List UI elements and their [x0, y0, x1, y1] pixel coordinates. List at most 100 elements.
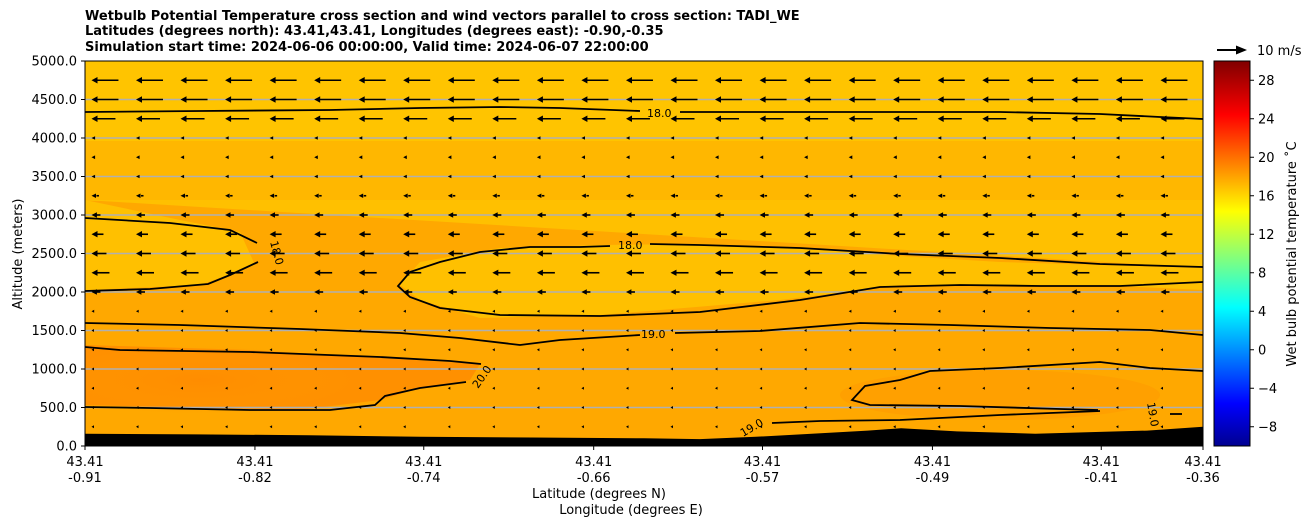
contour-label-18-mid: 18.0 [618, 239, 643, 252]
wind-vector [626, 231, 638, 238]
wind-vector [447, 155, 452, 160]
wind-vector [1115, 250, 1131, 257]
wind-vector [581, 348, 584, 352]
wind-vector [180, 136, 185, 140]
wind-key: 10 m/s [1217, 44, 1302, 59]
wind-vector [269, 309, 273, 313]
wind-vector [180, 348, 183, 352]
wind-vector [893, 250, 909, 257]
wind-vector [759, 348, 763, 352]
wind-vector [759, 269, 778, 276]
wind-vector [759, 96, 787, 103]
wind-vector [1026, 425, 1030, 429]
wind-vector [536, 406, 540, 409]
wind-vector [1115, 329, 1119, 332]
wind-vector [1115, 406, 1119, 409]
wind-vector [759, 406, 763, 409]
wind-vector [269, 289, 279, 295]
wind-vector [447, 231, 460, 238]
wind-vector [536, 212, 546, 218]
wind-vector [982, 367, 985, 371]
wind-vector [1071, 348, 1074, 352]
wind-vector [893, 136, 897, 140]
wind-vector [136, 155, 140, 160]
wind-vector [492, 367, 495, 371]
wind-vector [1160, 309, 1164, 313]
wind-vector [492, 309, 495, 313]
wind-vector [670, 289, 680, 295]
wind-vector [358, 96, 386, 103]
wind-vector [180, 425, 183, 429]
wind-vector [804, 348, 807, 352]
wind-vector [982, 309, 985, 313]
wind-vector [715, 77, 743, 84]
wind-vector [180, 193, 189, 198]
y-tick-label: 3000.0 [32, 209, 78, 224]
colorbar-tick-label: 16 [1258, 189, 1275, 204]
wind-vector [136, 329, 139, 332]
wind-vector [492, 386, 495, 390]
x-tick-label-lon: -0.91 [68, 471, 102, 486]
wind-vector [893, 115, 918, 122]
wind-vector [982, 348, 985, 352]
wind-vector [1026, 77, 1054, 84]
colorbar-tick-label: 0 [1258, 343, 1266, 358]
wind-vector [804, 231, 817, 238]
wind-vector [1160, 96, 1188, 103]
wind-vector [715, 115, 740, 122]
colorbar [1213, 60, 1251, 447]
wind-vector [447, 289, 457, 295]
wind-vector [1115, 96, 1143, 103]
wind-vector [715, 406, 718, 409]
wind-vector [626, 250, 641, 257]
wind-vector [492, 96, 520, 103]
colorbar-tick-label: 4 [1258, 305, 1266, 320]
wind-vector [670, 269, 689, 276]
wind-vector [314, 289, 324, 295]
wind-vector [1071, 136, 1075, 140]
wind-vector [759, 231, 772, 238]
wind-vector [581, 155, 585, 160]
wind-vector [626, 136, 630, 140]
wind-vector [314, 96, 342, 103]
wind-vector [804, 212, 814, 218]
wind-vector [982, 136, 986, 140]
wind-vector [1160, 136, 1165, 140]
wind-vector [982, 289, 992, 295]
wind-vector [1071, 212, 1081, 218]
wind-vector [715, 269, 734, 276]
x-tick-label-lon: -0.74 [407, 471, 441, 486]
wind-vector [136, 309, 139, 313]
wind-vector [581, 212, 591, 218]
wind-vector [1160, 174, 1165, 179]
wind-vector [180, 77, 208, 84]
x-axis-label-lon: Longitude (degrees E) [559, 503, 703, 518]
wind-vector [314, 115, 339, 122]
wind-vector [1160, 348, 1163, 352]
y-tick-label: 2000.0 [32, 286, 78, 301]
wind-vector [1071, 193, 1079, 198]
wind-vector [937, 289, 947, 295]
wind-vector [626, 212, 635, 218]
wind-vector [358, 193, 367, 198]
wind-vector [848, 115, 873, 122]
wind-vector [358, 231, 371, 238]
wind-vector [715, 348, 718, 352]
wind-vector [581, 406, 584, 409]
wind-vector [269, 348, 273, 352]
wind-vector [91, 231, 104, 238]
band-18-region [85, 200, 1203, 318]
wind-vector [180, 386, 183, 390]
contour-20-upper [85, 346, 482, 365]
wind-vector [1160, 115, 1185, 122]
wind-vector [759, 77, 787, 84]
wind-vector [1115, 115, 1140, 122]
wind-vector [136, 96, 163, 103]
wind-vector [492, 329, 495, 332]
wind-vector [626, 329, 629, 332]
wind-vector [1160, 250, 1176, 257]
wind-vector [269, 231, 282, 238]
wind-vector [225, 231, 238, 238]
wind-vector [536, 269, 555, 276]
wind-vector [1160, 386, 1163, 390]
